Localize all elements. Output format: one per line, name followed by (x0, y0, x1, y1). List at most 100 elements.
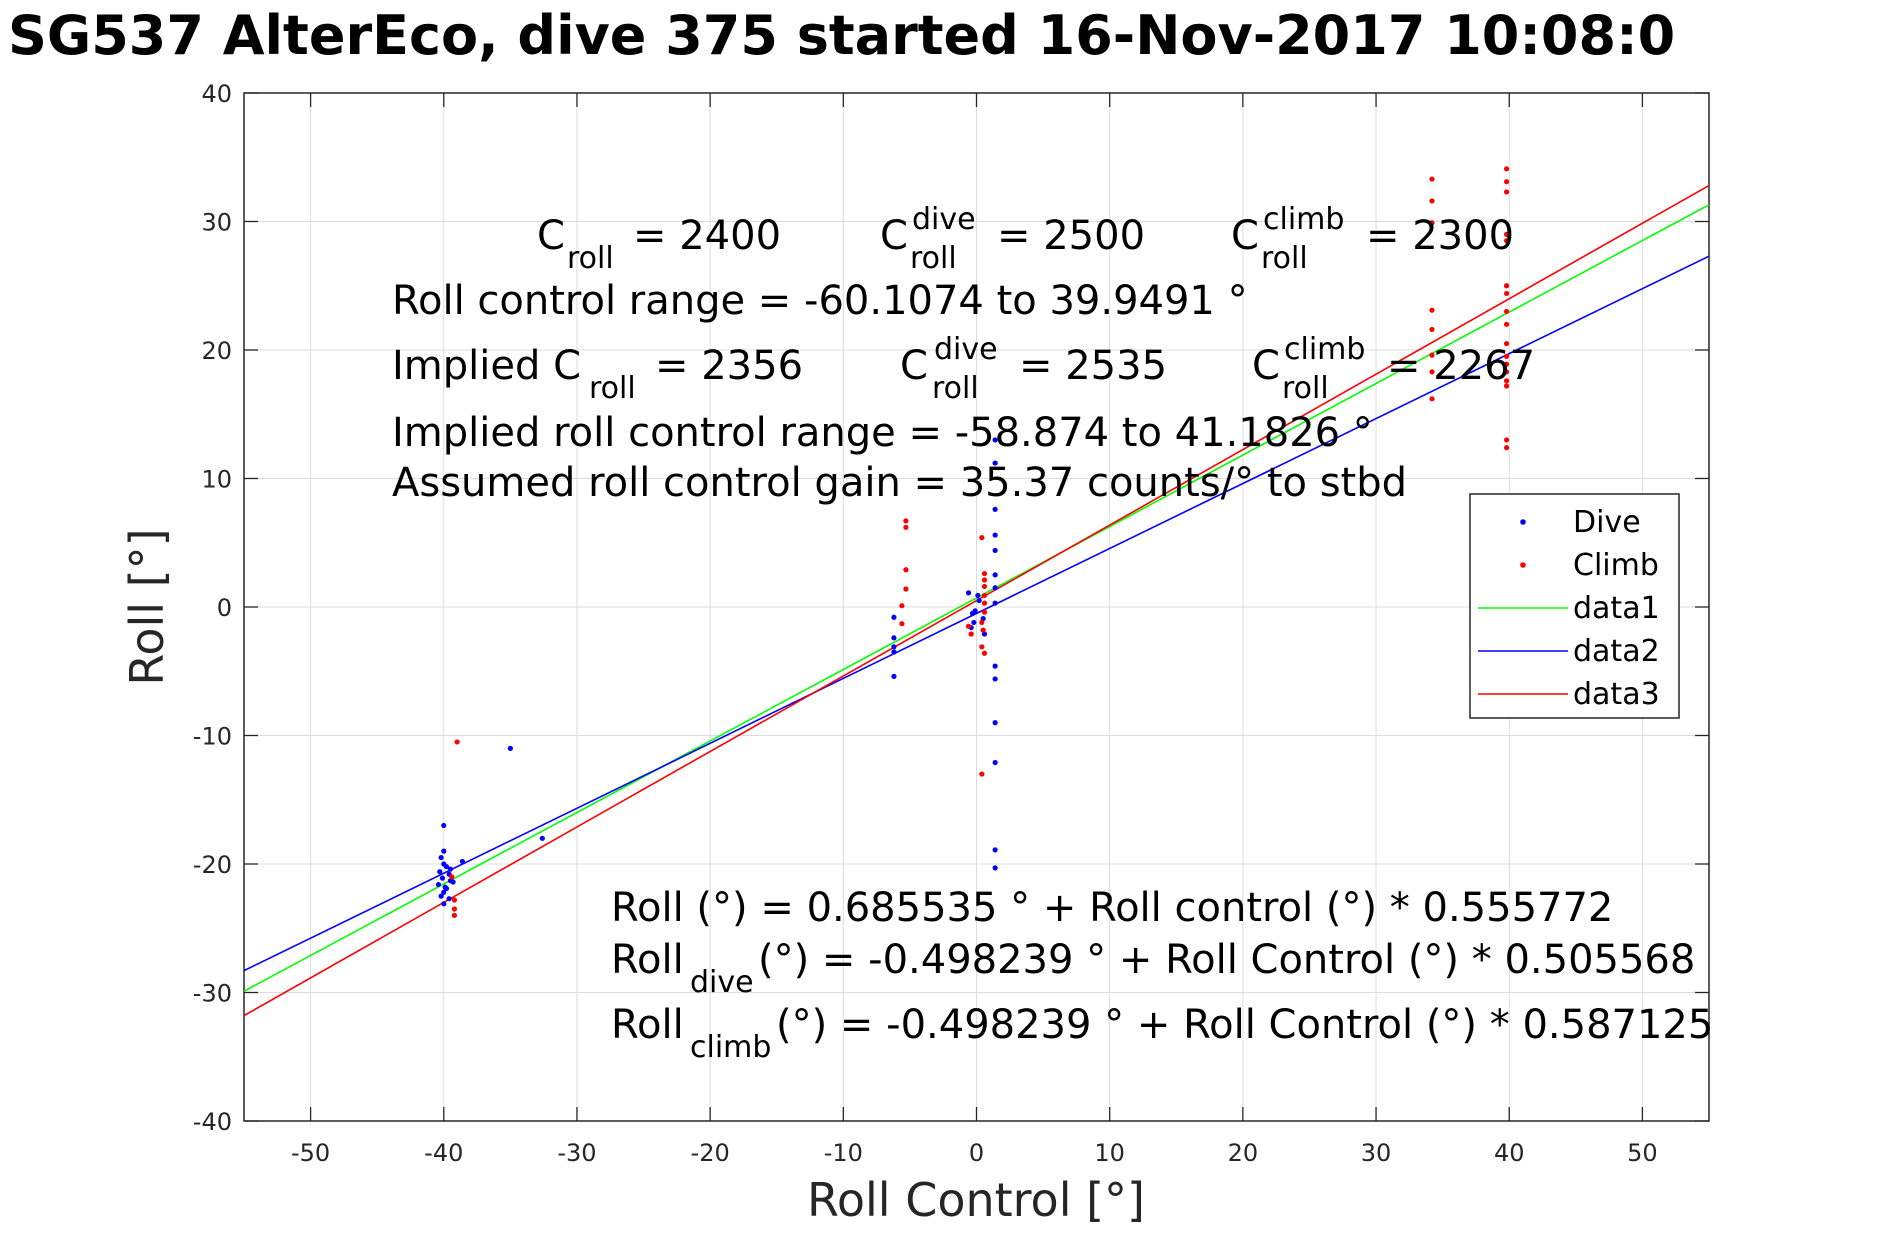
implied-c-roll-dive-superscript: dive (934, 332, 998, 367)
y-tick-label: -30 (193, 980, 232, 1008)
c-roll-value: = 2400 (633, 213, 781, 259)
y-axis-label: Roll [°] (120, 528, 174, 685)
implied-c-roll-climb-symbol: C (1252, 343, 1280, 389)
climb-point (979, 644, 985, 650)
dive-point (992, 572, 998, 578)
dive-point (438, 854, 444, 861)
climb-point (1503, 361, 1510, 367)
c-roll-climb-subscript: roll (1261, 241, 1308, 276)
roll-control-range: Roll control range = -60.1074 to 39.9491… (392, 278, 1248, 324)
climb-point (1503, 238, 1510, 244)
climb-point (965, 623, 972, 629)
climb-point (903, 586, 909, 592)
implied-c-roll-dive-symbol: C (900, 343, 928, 389)
legend-box (1469, 493, 1680, 719)
climb-point (979, 535, 985, 541)
y-tick-label: 10 (201, 466, 232, 494)
dive-point (441, 901, 447, 907)
legend-label-data1: data1 (1573, 591, 1660, 626)
c-roll-subscript: roll (567, 241, 614, 276)
climb-point (981, 600, 988, 606)
legend-marker-dive (1520, 519, 1526, 525)
data2-line (243, 255, 1710, 972)
c-roll-dive-subscript: roll (910, 241, 957, 276)
climb-point (1503, 369, 1510, 375)
dive-point (438, 893, 444, 899)
dive-point (965, 590, 972, 596)
dive-point (992, 847, 998, 853)
c-roll-climb-symbol: C (1231, 213, 1259, 259)
x-tick-label: -20 (691, 1139, 730, 1167)
y-tick-label: 40 (201, 80, 232, 108)
climb-point (1429, 198, 1435, 204)
climb-point (1503, 189, 1510, 195)
climb-point (451, 897, 458, 903)
dive-point (891, 644, 897, 650)
dive-point (992, 600, 998, 606)
climb-point (1503, 179, 1510, 185)
assumed-roll-control-gain: Assumed roll control gain = 35.37 counts… (392, 460, 1407, 506)
climb-point (451, 912, 458, 919)
c-values-annotation: C roll = 2400 C dive roll = 2500 C climb… (392, 202, 1535, 506)
dive-point (976, 597, 982, 604)
y-tick-label: -40 (193, 1108, 232, 1136)
implied-c-roll-dive-value: = 2535 (1019, 343, 1167, 389)
grid (244, 92, 1709, 1122)
climb-point (981, 650, 988, 656)
implied-c-roll-climb-subscript: roll (1282, 371, 1329, 406)
x-tick-label: 40 (1494, 1139, 1525, 1167)
c-roll-dive-superscript: dive (912, 202, 976, 237)
x-tick-label: -10 (824, 1139, 863, 1167)
dive-point (507, 745, 513, 751)
implied-c-roll-label: Implied C (392, 343, 581, 389)
dive-point (446, 896, 452, 902)
dive-point (972, 608, 978, 614)
climb-point (980, 627, 986, 633)
climb-point (1503, 437, 1510, 443)
climb-point (1503, 308, 1510, 315)
implied-c-roll-dive-subscript: roll (932, 371, 979, 406)
fit-equation-dive-symbol: Roll (611, 937, 684, 983)
climb-point (1503, 340, 1510, 347)
climb-point (1429, 326, 1435, 333)
climb-point (979, 771, 985, 777)
y-tick-label: -10 (193, 723, 232, 751)
climb-point (1429, 396, 1435, 402)
dive-point (992, 547, 998, 554)
c-roll-dive-symbol: C (880, 213, 908, 259)
fit-equation-dive-subscript: dive (690, 965, 754, 1000)
climb-point (1429, 369, 1435, 375)
x-tick-label: 0 (969, 1139, 984, 1167)
dive-point (447, 866, 454, 872)
climb-point (903, 524, 909, 530)
dive-point (992, 759, 998, 766)
fit-equation-climb-symbol: Roll (611, 1002, 684, 1048)
x-tick-label: -40 (424, 1139, 463, 1167)
fit-equation-climb-rest: (°) = -0.498239 ° + Roll Control (°) * 0… (776, 1002, 1713, 1048)
dive-point (442, 884, 448, 890)
dive-point (992, 437, 998, 443)
c-roll-dive-value: = 2500 (997, 213, 1145, 259)
dive-point (992, 506, 998, 512)
climb-point (1429, 352, 1435, 358)
dive-point (971, 619, 977, 626)
fit-equation-dive-rest: (°) = -0.498239 ° + Roll Control (°) * 0… (758, 937, 1695, 983)
dive-point (437, 869, 443, 875)
implied-c-roll-subscript: roll (589, 371, 636, 406)
climb-point (981, 609, 988, 615)
climb-point (451, 906, 458, 912)
chart-title: SG537 AlterEco, dive 375 started 16-Nov-… (8, 4, 1676, 67)
c-roll-symbol: C (537, 213, 565, 259)
dive-point (992, 532, 998, 538)
dive-point (992, 865, 998, 871)
dive-point (992, 585, 998, 591)
climb-point (1429, 307, 1435, 313)
climb-point (1503, 166, 1510, 172)
data1-line (243, 204, 1710, 992)
x-tick-label: 10 (1094, 1139, 1125, 1167)
climb-point (1503, 290, 1510, 297)
climb-point (979, 619, 985, 626)
legend-label-dive: Dive (1573, 505, 1641, 540)
climb-point (968, 631, 974, 637)
